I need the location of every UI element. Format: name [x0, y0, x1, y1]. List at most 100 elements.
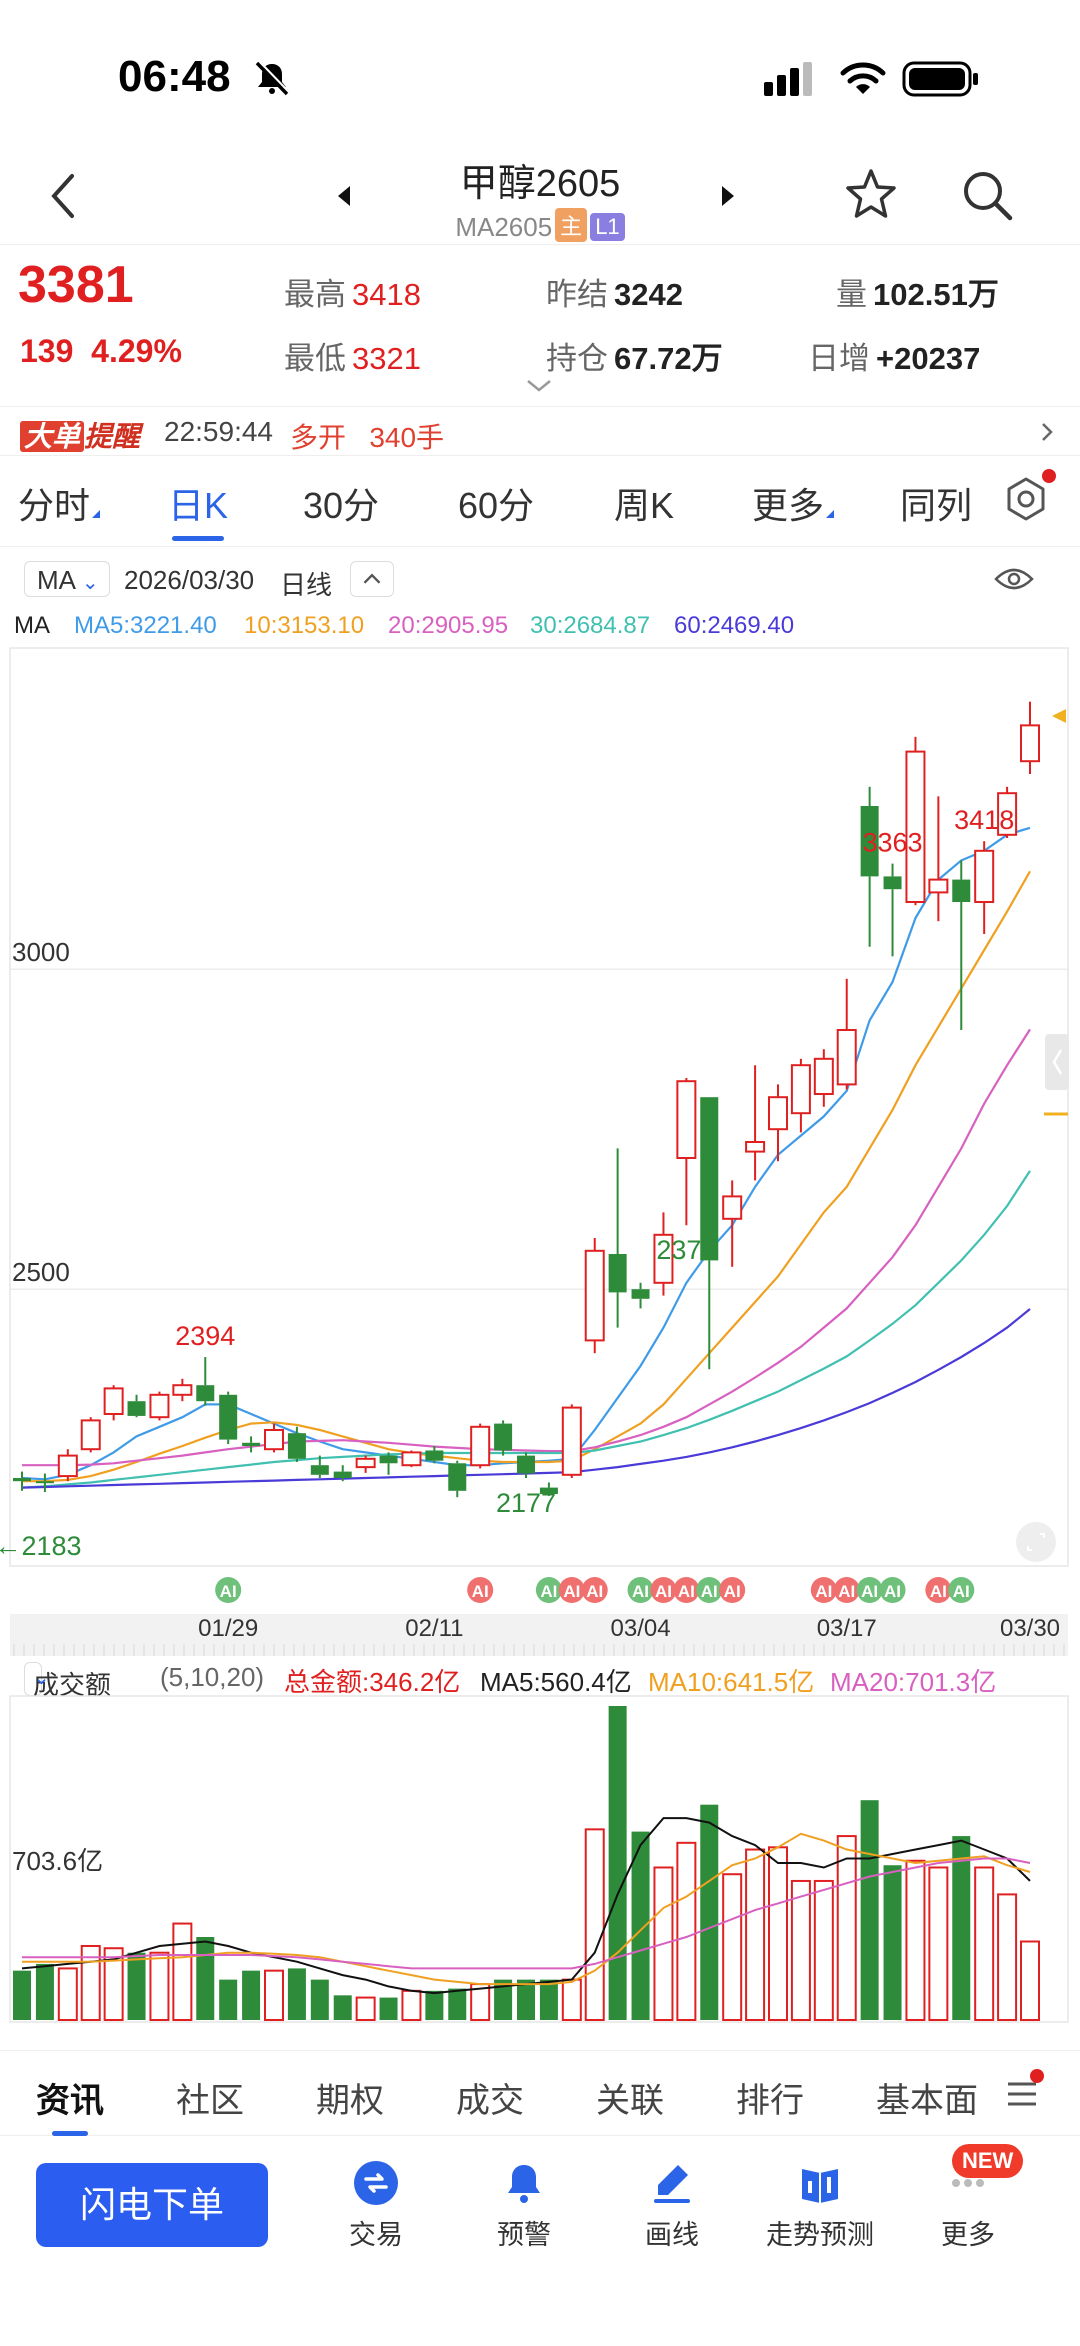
indicator-selector[interactable]: MA ⌄	[24, 561, 110, 597]
big-order-alert[interactable]: 大单 提醒 22:59:44 多开 340手	[0, 406, 1080, 456]
chevron-down-icon: ⌄	[33, 1667, 50, 1689]
date-tick-label: 01/29	[198, 1615, 258, 1642]
candle-body-up	[905, 750, 926, 903]
tab-compare[interactable]: 同列	[900, 485, 973, 526]
volume-bar-down	[860, 1800, 879, 2020]
ai-marker-label: AI	[632, 1582, 649, 1601]
draw-button[interactable]: 画线	[602, 2159, 742, 2252]
settings-hexagon-icon[interactable]	[1002, 475, 1050, 523]
ma5-value: MA5:3221.40	[74, 612, 217, 639]
volume-ma10-line	[22, 1832, 1031, 1986]
daily-increase-label: 日增	[808, 341, 870, 376]
candle-body-up	[401, 1451, 422, 1467]
quote-panel: 3381 139 4.29% 最高 3418 最低 3321 昨结 3242 持仓 67…	[0, 245, 1080, 405]
volume-bar-down	[700, 1804, 719, 2020]
tab-daily-k[interactable]: 日K	[168, 477, 228, 541]
ai-marker	[467, 1577, 494, 1603]
candle-body-down	[333, 1471, 352, 1478]
trend-forecast-button[interactable]: 走势预测	[750, 2159, 890, 2252]
volume-ma10: MA10:641.5亿	[648, 1667, 815, 1697]
alert-button[interactable]: 预警	[454, 2159, 594, 2252]
volume-selector[interactable]: 成交额 ⌄	[24, 1662, 111, 1700]
info-tabs: 资讯 社区 期权 成交 关联 排行 基本面	[0, 2050, 1080, 2136]
volume-bar-down	[539, 1979, 558, 2020]
volume-chart[interactable]: 703.6亿	[0, 1690, 1080, 2030]
tab-trades[interactable]: 成交	[456, 2082, 524, 2120]
volume-bar-down	[608, 1706, 627, 2020]
indicator-selector-label: MA	[37, 565, 75, 595]
tab-label: 资讯	[36, 2082, 104, 2120]
candle-body-down	[310, 1465, 329, 1475]
previous-contract-icon[interactable]	[334, 182, 354, 210]
volume-bar-up	[745, 1848, 766, 2021]
tab-fundamentals[interactable]: 基本面	[876, 2082, 978, 2120]
volume-bar-down	[35, 1963, 54, 2020]
price-annotation: 2177	[496, 1488, 556, 1518]
candle-body-up	[103, 1387, 124, 1416]
high-value: 3418	[352, 277, 421, 312]
change-value: 139	[20, 333, 74, 369]
more-label: 更多	[941, 2220, 995, 2250]
eye-icon[interactable]	[994, 565, 1034, 593]
prev-settle-value: 3242	[614, 277, 683, 312]
search-icon[interactable]	[958, 166, 1016, 224]
tab-related[interactable]: 关联	[596, 2082, 664, 2120]
ai-marker-label: AI	[724, 1582, 741, 1601]
price-change: 139 4.29%	[20, 333, 182, 370]
high-stat: 最高 3418	[284, 269, 421, 314]
last-price: 3381	[18, 256, 134, 314]
tab-community[interactable]: 社区	[176, 2082, 244, 2120]
tab-options[interactable]: 期权	[316, 2082, 384, 2120]
open-interest-label: 持仓	[546, 341, 608, 376]
ai-marker	[215, 1577, 242, 1603]
volume-bar-down	[310, 1979, 329, 2020]
ma20-value: 20:2905.95	[388, 612, 509, 639]
chart-period: 日线	[280, 570, 333, 600]
volume-bar-down	[379, 1997, 398, 2020]
candle-body-down	[35, 1481, 54, 1484]
volume-selector-label: 成交额	[33, 1670, 112, 1700]
candle-body-up	[790, 1064, 811, 1115]
tab-weekly-k[interactable]: 周K	[614, 485, 675, 526]
candlestick-chart[interactable]: 3000 2500 3418 3363 2394 2375 2177 ←2183 AI AI A…	[0, 646, 1080, 1660]
volume-ma20-line	[22, 1857, 1031, 1970]
volume-bar-down	[13, 1970, 31, 2020]
candle-body-down	[860, 806, 879, 877]
tab-intraday[interactable]: 分时	[18, 477, 101, 529]
next-contract-icon[interactable]	[718, 182, 738, 210]
tab-ranking[interactable]: 排行	[736, 2082, 804, 2120]
flash-order-button[interactable]: 闪电下单	[36, 2163, 268, 2247]
fullscreen-icon[interactable]	[1016, 1522, 1056, 1562]
price-tick-label: 2500	[12, 1257, 70, 1287]
alert-message: 多开 340手	[290, 422, 445, 453]
price-tick-label: 3000	[12, 937, 70, 967]
favorite-star-icon[interactable]	[842, 166, 900, 224]
chevron-down-icon[interactable]	[524, 377, 554, 395]
collapse-up-icon[interactable]	[350, 561, 394, 597]
tab-more[interactable]: 更多	[752, 477, 835, 529]
time-axis-band	[10, 1614, 1068, 1656]
volume-bar-up	[813, 1879, 834, 2021]
price-annotation: 3363	[863, 828, 923, 858]
alert-badge-b: 提醒	[84, 421, 141, 452]
tab-news[interactable]: 资讯	[36, 2073, 104, 2136]
ai-marker	[719, 1577, 746, 1603]
tab-30min[interactable]: 30分	[303, 485, 380, 526]
prev-settle-stat: 昨结 3242	[546, 269, 683, 314]
ai-marker	[856, 1577, 883, 1603]
trade-button[interactable]: 交易	[306, 2159, 446, 2252]
side-panel-handle[interactable]	[1045, 1034, 1069, 1090]
candle-body-up	[676, 1080, 697, 1160]
menu-icon[interactable]	[1004, 2079, 1040, 2109]
candle-body-up	[149, 1393, 170, 1419]
ai-marker	[925, 1577, 952, 1603]
ai-marker-label: AI	[701, 1582, 718, 1601]
candle-body-down	[631, 1289, 650, 1299]
back-icon[interactable]	[44, 166, 84, 226]
tab-60min[interactable]: 60分	[458, 485, 535, 526]
volume-bar-up	[172, 1922, 193, 2021]
price-annotation: 2394	[175, 1321, 235, 1351]
tab-label: 分时	[18, 485, 91, 526]
wifi-icon	[840, 62, 886, 94]
more-button[interactable]: 更多	[898, 2159, 1038, 2252]
